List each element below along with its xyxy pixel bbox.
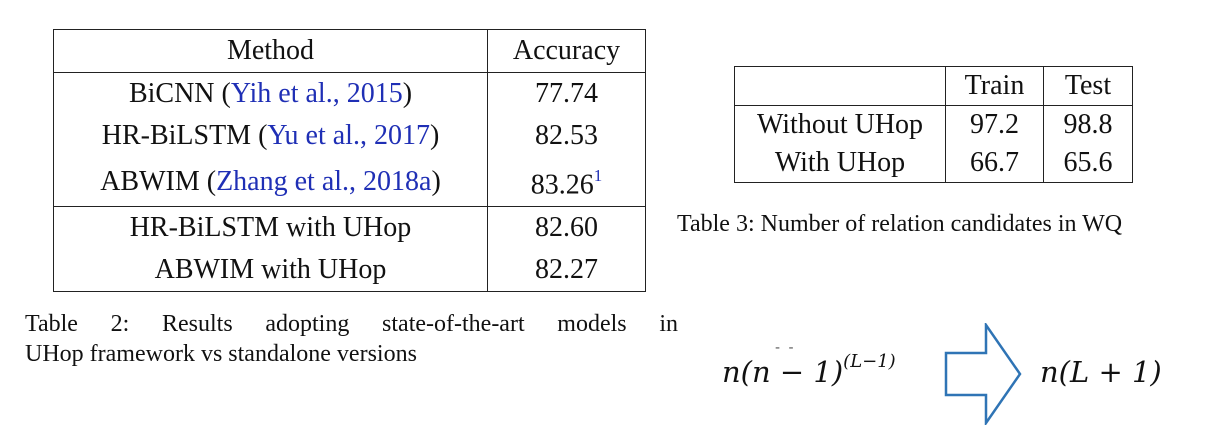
accuracy-cell: 82.27 xyxy=(535,254,598,286)
accuracy-cell: 83.261 xyxy=(488,157,646,207)
row-label: With UHop xyxy=(734,144,946,183)
table-2-caption: Table 2: Results adopting state-of-the-a… xyxy=(25,309,678,369)
table-3: Train Test Without UHop 97.2 98.8 With U… xyxy=(734,66,1133,183)
formula-ticks: - - xyxy=(775,340,796,356)
formula-left: n(n − 1)(L−1) xyxy=(722,351,896,389)
header-blank xyxy=(734,66,946,106)
paren: ) xyxy=(402,78,413,109)
method-cell: BiCNN (Yih et al., 2015) xyxy=(53,72,488,115)
table-header-row: Train Test xyxy=(734,66,1133,106)
table-row: Without UHop 97.2 98.8 xyxy=(734,105,1133,144)
method-name: HR-BiLSTM ( xyxy=(101,120,268,151)
table-row: BiCNN (Yih et al., 2015) 77.74 xyxy=(53,72,646,115)
citation-link[interactable]: Zhang et al., 2018a xyxy=(216,165,432,197)
method-cell: ABWIM with UHop xyxy=(53,249,488,292)
table-2: Method Accuracy BiCNN (Yih et al., 2015)… xyxy=(53,29,646,293)
formula-right: n(L + 1) xyxy=(1040,355,1162,389)
method-cell: HR-BiLSTM (Yu et al., 2017) xyxy=(53,115,488,157)
table-row: HR-BiLSTM with UHop 82.60 xyxy=(53,206,646,250)
test-cell: 98.8 xyxy=(1063,109,1113,140)
method-cell: ABWIM (Zhang et al., 2018a) xyxy=(53,157,488,207)
row-label: Without UHop xyxy=(734,105,946,144)
table-row: HR-BiLSTM (Yu et al., 2017) 82.53 xyxy=(53,115,646,157)
train-cell: 97.2 xyxy=(945,105,1044,144)
accuracy-value: 83.26 xyxy=(530,169,594,201)
caption-line-2: UHop framework vs standalone versions xyxy=(25,341,417,367)
test-cell: 65.6 xyxy=(1063,147,1113,178)
table-row: ABWIM (Zhang et al., 2018a) 83.261 xyxy=(53,157,646,207)
accuracy-cell: 82.53 xyxy=(535,120,598,151)
table-row: With UHop 66.7 65.6 xyxy=(734,144,1133,183)
citation-link[interactable]: Yu et al., 2017 xyxy=(267,120,430,151)
header-accuracy: Accuracy xyxy=(487,29,646,73)
paren: ) xyxy=(429,120,440,151)
method-cell: HR-BiLSTM with UHop xyxy=(53,206,488,250)
caption-line-1: Table 2: Results adopting state-of-the-a… xyxy=(25,311,678,337)
right-arrow-icon xyxy=(944,323,1022,425)
footnote-link[interactable]: 1 xyxy=(593,166,603,185)
header-method: Method xyxy=(53,29,488,73)
method-name: BiCNN ( xyxy=(128,78,231,109)
accuracy-cell: 82.60 xyxy=(487,206,646,250)
accuracy-cell: 77.74 xyxy=(535,78,598,109)
table-row: ABWIM with UHop 82.27 xyxy=(53,249,646,292)
header-train: Train xyxy=(945,66,1044,106)
method-name: ABWIM ( xyxy=(100,165,217,197)
header-test: Test xyxy=(1043,66,1133,106)
formula-left-exponent: (L−1) xyxy=(843,351,896,373)
table-header-row: Method Accuracy xyxy=(53,29,646,73)
citation-link[interactable]: Yih et al., 2015 xyxy=(230,78,403,109)
train-cell: 66.7 xyxy=(945,144,1044,183)
table-3-caption: Table 3: Number of relation candidates i… xyxy=(677,211,1123,237)
paren: ) xyxy=(431,165,441,197)
formula-left-base: n(n − 1) xyxy=(722,355,844,389)
